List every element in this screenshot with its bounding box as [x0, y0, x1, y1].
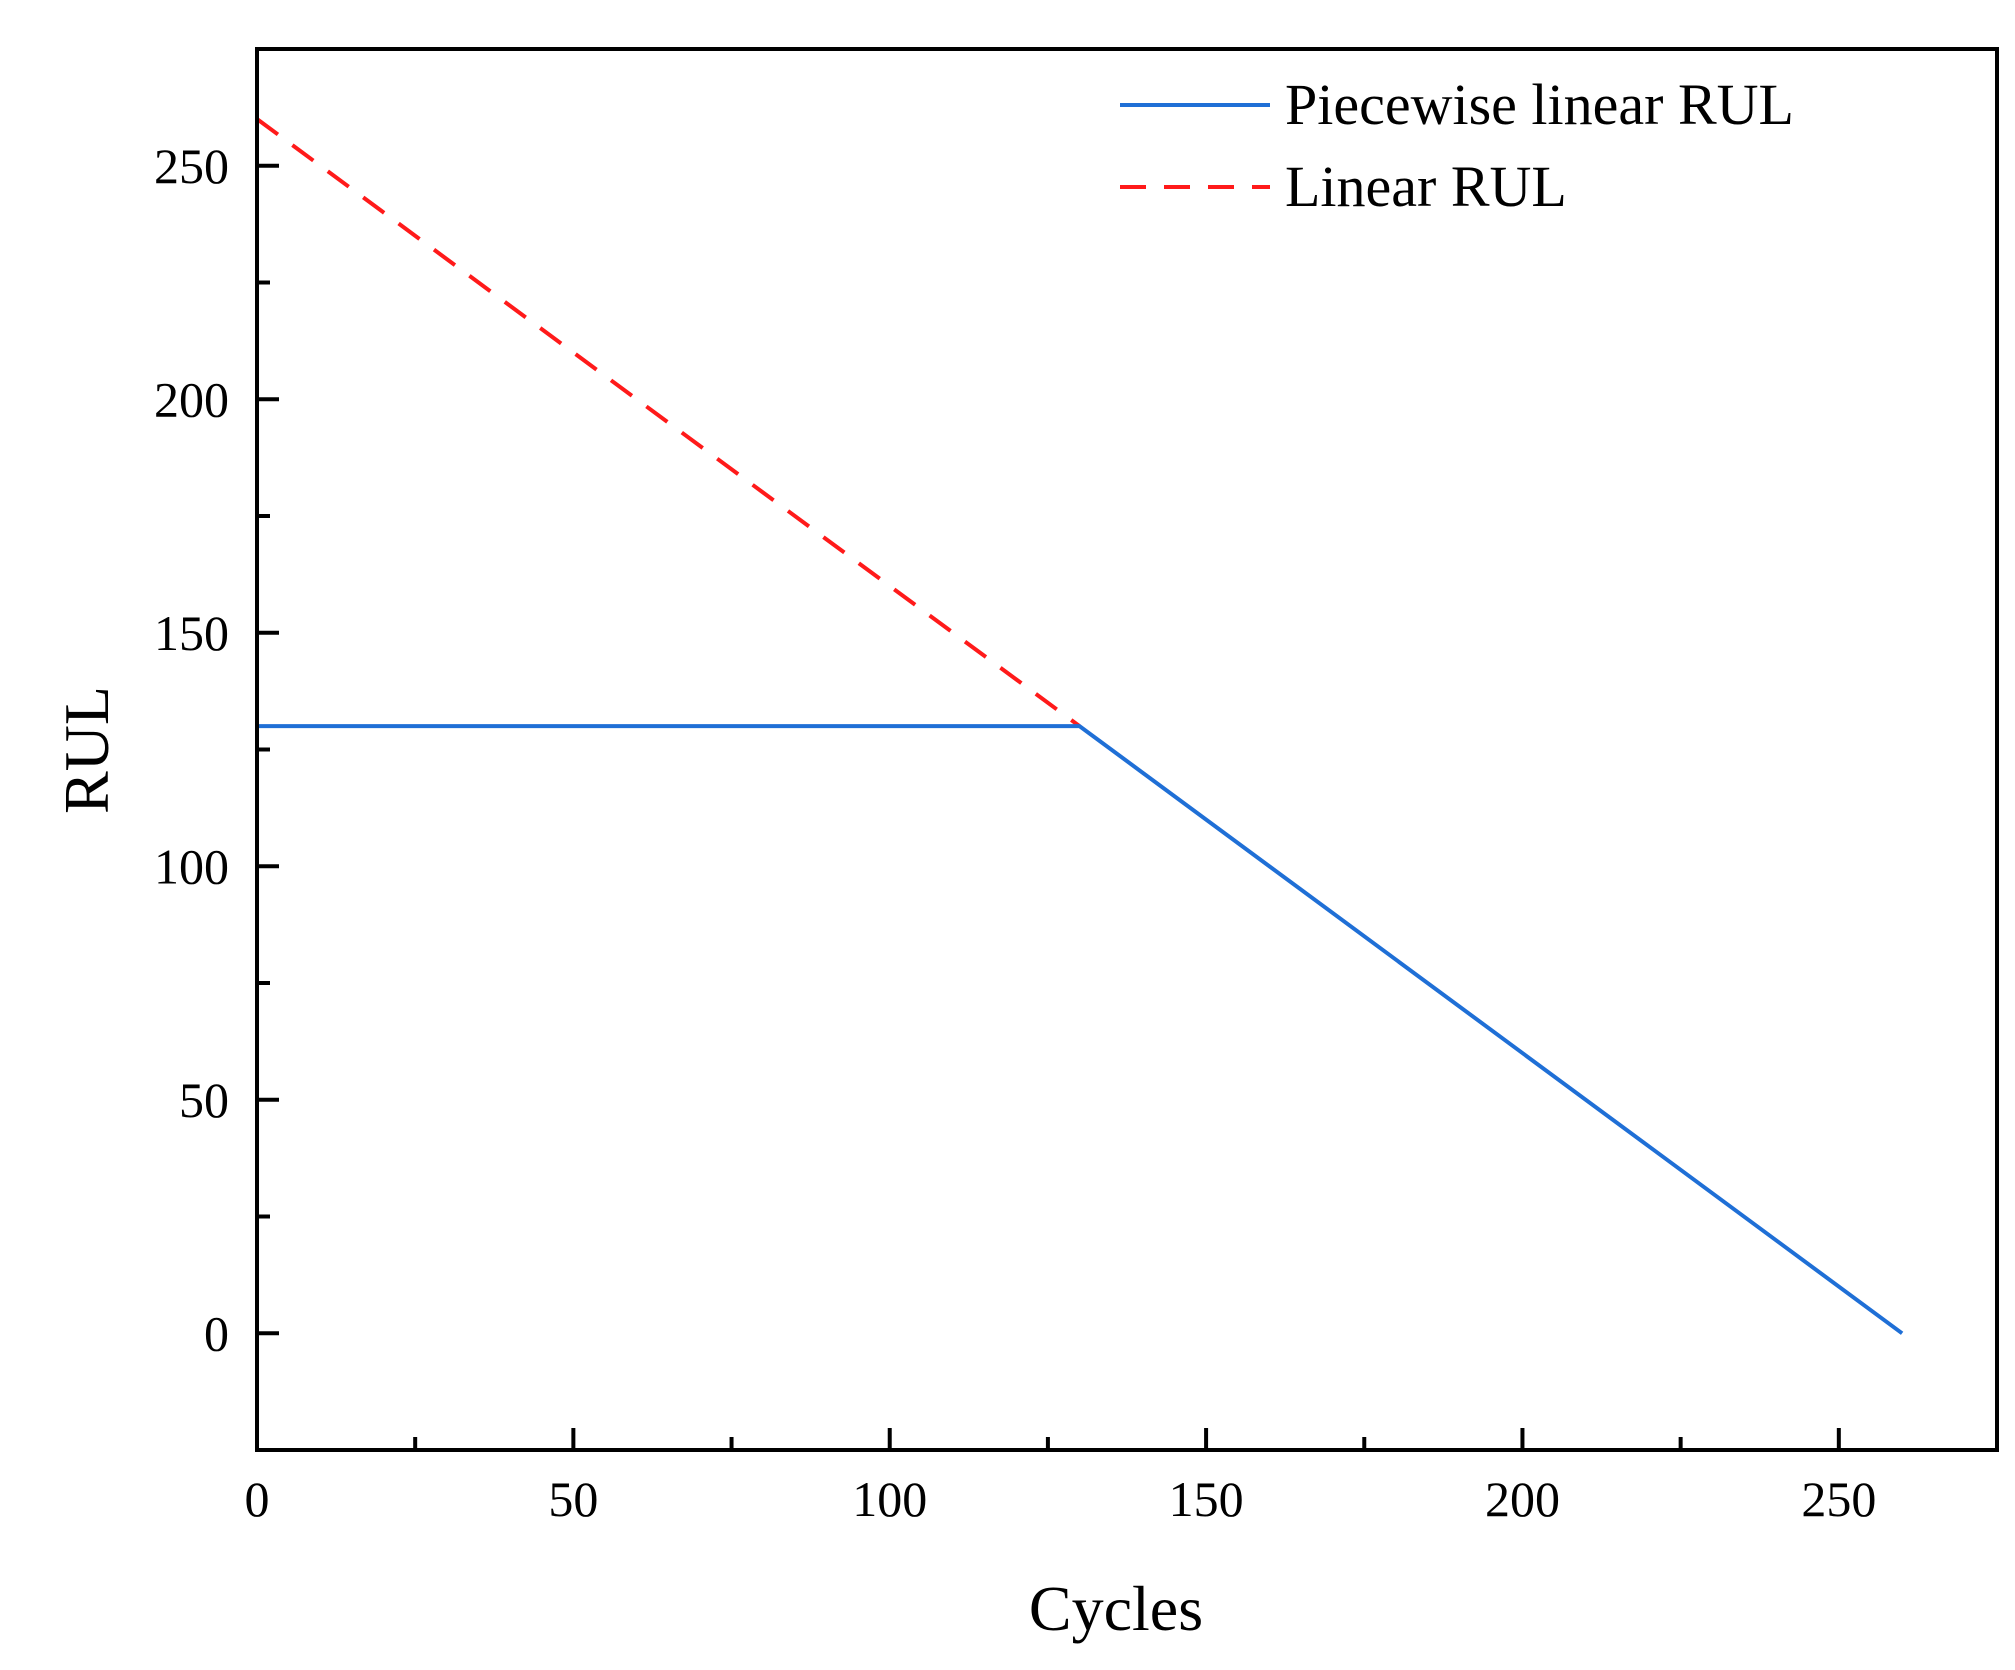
x-tick-label: 250	[1801, 1471, 1876, 1527]
y-tick-label: 50	[179, 1072, 229, 1128]
y-axis-title: RUL	[51, 686, 122, 814]
x-tick-label: 100	[852, 1471, 927, 1527]
y-tick-label: 200	[154, 371, 229, 427]
y-tick-label: 250	[154, 138, 229, 194]
ticks-layer: 0 50 100 150 200 250 0 50 100 150 200 250	[154, 47, 1999, 1527]
legend: Piecewise linear RUL Linear RUL	[1120, 72, 1794, 219]
x-tick-label: 200	[1485, 1471, 1560, 1527]
series-line-linear-rul	[255, 117, 1081, 728]
series-line-piecewise-linear-rul	[257, 724, 1904, 1335]
x-tick-label: 50	[548, 1471, 598, 1527]
x-axis-title: Cycles	[1029, 1573, 1203, 1644]
legend-label: Linear RUL	[1285, 154, 1567, 219]
plot-frame	[255, 47, 1999, 1452]
x-tick-label: 150	[1169, 1471, 1244, 1527]
x-tick-label: 0	[245, 1471, 270, 1527]
y-tick-label: 100	[154, 838, 229, 894]
series-layer	[255, 117, 1904, 1335]
y-tick-label: 150	[154, 605, 229, 661]
axes-layer	[255, 47, 1999, 1452]
y-tick-label: 0	[204, 1305, 229, 1361]
legend-label: Piecewise linear RUL	[1285, 72, 1794, 137]
